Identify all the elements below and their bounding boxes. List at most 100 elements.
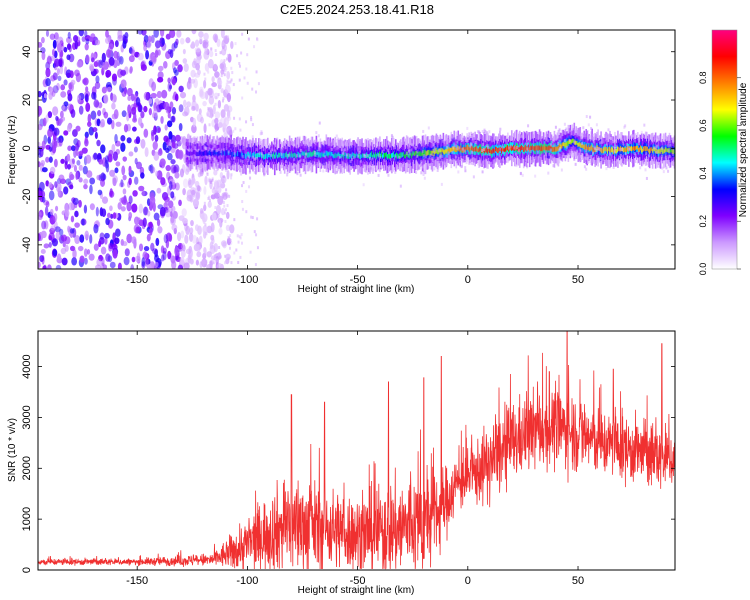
spectrogram-cell [101,196,109,204]
spectrogram-cell [167,77,171,84]
spectrogram-cell [610,148,612,153]
spectrogram-cell [602,148,604,154]
spectrogram-cell [317,163,320,167]
spectrogram-cell [625,143,628,147]
spectrogram-cell [156,187,162,194]
spectrogram-cell [645,176,648,180]
spectrogram-cell [370,152,372,159]
spectrogram-cell [440,182,443,186]
spectrogram-cell [132,190,138,197]
spectrogram-cell [562,153,565,157]
spectrogram-cell [264,154,266,160]
spectrogram-cell [481,129,484,133]
spectrogram-cell [383,152,385,158]
spectrogram-cell [416,151,419,158]
spectrogram-cell [225,253,231,260]
spectrogram-cell [269,150,272,154]
spectrogram-cell [213,180,220,190]
spectrogram-cell [173,227,177,235]
spectrogram-cell [268,146,271,150]
spectrogram-cell [564,142,567,148]
spectrogram-cell [227,95,230,99]
spectrogram-cell [96,174,101,181]
spectrogram-cell [251,87,254,91]
spectrogram-cell [259,146,262,150]
x-tick-label: 50 [572,575,584,587]
spectrogram-cell [260,152,263,156]
spectrogram-cell [241,151,243,157]
spectrogram-cell [376,153,378,160]
spectrogram-cell [278,152,281,158]
spectrogram-cell [203,150,206,156]
spectrogram-cell [296,151,299,156]
spectrogram-cell [271,154,274,159]
spectrogram-cell [589,115,592,119]
spectrogram-cell [224,211,227,215]
x-tick-label: 0 [465,274,471,286]
spectrogram-cell [418,139,421,143]
spectrogram-cell [277,152,280,158]
spectrogram-cell [89,65,95,72]
spectrogram-cell [185,168,190,175]
spectrogram-cell [211,82,217,88]
spectrogram-cell [38,123,43,131]
spectrogram-cell [182,58,188,64]
spectrogram-cell [417,151,420,156]
spectrogram-cell [94,81,101,90]
spectrogram-cell [390,134,393,138]
spectrogram-cell [98,174,102,182]
spectrogram-cell [285,160,288,164]
spectrogram-cell [204,90,209,100]
spectrogram-cell [69,174,75,181]
spectrogram-cell [424,171,427,175]
spectrogram-cell [468,146,470,151]
spectrogram-cell [274,149,277,153]
spectrogram-cell [271,148,274,152]
spectrogram-cell [258,151,261,155]
spectrogram-cell [236,152,238,157]
spectrogram-cell [340,154,343,158]
spectrogram-cell [203,204,207,212]
spectrogram-cell [624,135,627,139]
spectrogram-cell [432,149,435,153]
spectrogram-cell [38,211,42,218]
spectrogram-cell [525,158,528,162]
spectrogram-cell [233,156,236,160]
spectrogram-cell [598,147,601,151]
spectrogram-cell [52,85,59,94]
y-tick-label: 0 [21,145,33,151]
spectrogram-cell [136,161,142,170]
spectrogram-cell [485,158,488,162]
spectrogram-cell [122,174,127,181]
spectrogram-cell [630,134,633,138]
spectrogram-cell [38,106,43,116]
spectrogram-cell [54,181,58,188]
spectrogram-cell [463,149,466,153]
spectrogram-cell [192,198,199,208]
spectrogram-cell [207,58,214,69]
spectrogram-cell [251,140,254,144]
spectrogram-cell [465,146,467,151]
spectrogram-cell [437,157,440,161]
spectrogram-cell [658,149,661,154]
spectrogram-cell [433,167,436,171]
spectrogram-cell [242,181,245,185]
spectrogram-cell [229,224,235,234]
spectrogram-cell [111,73,118,82]
spectrogram-cell [387,173,390,177]
spectrogram-cell [128,151,134,157]
spectrogram-cell [338,156,341,160]
spectrogram-cell [502,136,505,140]
spectrogram-cell [508,146,511,150]
spectrogram-cell [486,144,489,148]
spectrogram-cell [392,151,395,157]
spectrogram-cell [511,145,513,151]
spectrogram-cell [197,185,201,192]
spectrogram-cell [381,151,383,158]
spectrogram-cell [239,148,242,152]
spectrogram-cell [56,253,62,263]
spectrogram-cell [227,236,230,240]
spectrogram-cell [203,79,207,89]
spectrogram-cell [183,63,189,73]
